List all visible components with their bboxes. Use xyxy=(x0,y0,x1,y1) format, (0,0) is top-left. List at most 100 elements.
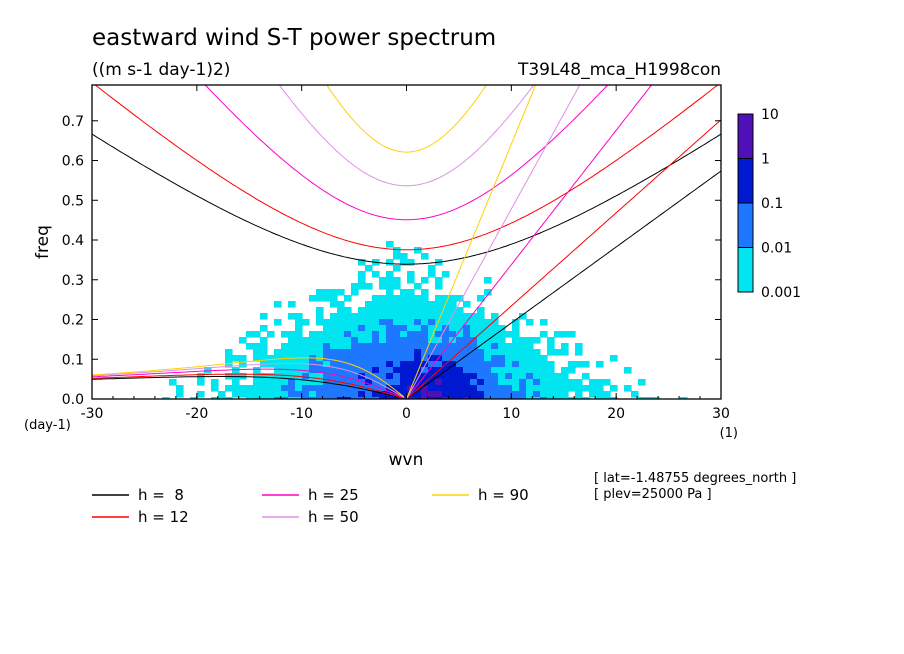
heatmap-cell xyxy=(358,319,366,326)
heatmap-cell xyxy=(204,367,212,374)
heatmap-cell xyxy=(295,343,303,350)
heatmap-cell xyxy=(596,391,604,398)
heatmap-cell xyxy=(484,349,492,356)
heatmap-cell xyxy=(470,391,478,398)
heatmap-cell xyxy=(582,373,590,380)
heatmap-cell xyxy=(288,385,296,392)
heatmap-cell xyxy=(428,379,436,386)
heatmap-cell xyxy=(344,313,352,320)
heatmap-cell xyxy=(589,391,597,398)
heatmap-cell xyxy=(316,289,324,296)
heatmap-cell xyxy=(533,379,541,386)
heatmap-cell xyxy=(337,349,345,356)
heatmap-cell xyxy=(456,355,464,362)
heatmap-cell xyxy=(547,397,555,399)
gravity-curve-h8 xyxy=(92,133,721,265)
heatmap-cell xyxy=(456,325,464,332)
heatmap-cell xyxy=(449,349,457,356)
heatmap-cell xyxy=(379,307,387,314)
heatmap-cell xyxy=(197,379,205,386)
heatmap-cell xyxy=(428,337,436,344)
heatmap-cell xyxy=(274,319,282,326)
heatmap-cell xyxy=(526,373,534,380)
heatmap-cell xyxy=(470,373,478,380)
heatmap-cell xyxy=(302,373,310,380)
heatmap-cell xyxy=(610,385,618,392)
heatmap-cell xyxy=(330,337,338,344)
heatmap-cell xyxy=(365,313,373,320)
heatmap-cell xyxy=(400,301,408,308)
heatmap-cell xyxy=(302,349,310,356)
heatmap-cell xyxy=(253,367,261,374)
heatmap-cell xyxy=(267,379,275,386)
heatmap-cell xyxy=(274,397,282,399)
heatmap-cell xyxy=(463,355,471,362)
heatmap-cell xyxy=(274,367,282,374)
heatmap-cell xyxy=(512,379,520,386)
heatmap-cell xyxy=(526,367,534,374)
heatmap-cell xyxy=(449,313,457,320)
heatmap-cell xyxy=(246,397,254,399)
heatmap-cell xyxy=(246,385,254,392)
heatmap-cell xyxy=(274,373,282,380)
heatmap-cell xyxy=(414,379,422,386)
heatmap-cell xyxy=(435,307,443,314)
heatmap-cell xyxy=(351,385,359,392)
colorbar-label: 0.1 xyxy=(761,196,783,212)
heatmap-cell xyxy=(281,367,289,374)
heatmap-cell xyxy=(379,295,387,302)
heatmap-cell xyxy=(519,379,527,386)
heatmap-cell xyxy=(498,379,506,386)
heatmap-cell xyxy=(225,397,233,399)
heatmap-cell xyxy=(309,373,317,380)
heatmap-cell xyxy=(295,385,303,392)
chart-title: eastward wind S-T power spectrum xyxy=(92,25,496,51)
heatmap-cell xyxy=(330,289,338,296)
heatmap-cell xyxy=(603,379,611,386)
heatmap-cell xyxy=(477,307,485,314)
heatmap-cell xyxy=(421,385,429,392)
heatmap-cell xyxy=(414,343,422,350)
heatmap-cell xyxy=(498,337,506,344)
heatmap-cell xyxy=(484,385,492,392)
heatmap-cell xyxy=(330,313,338,320)
heatmap-cell xyxy=(428,361,436,368)
x-tick-label: 30 xyxy=(712,406,730,422)
heatmap-cell xyxy=(260,373,268,380)
heatmap-cell xyxy=(344,331,352,338)
heatmap-cell xyxy=(295,319,303,326)
heatmap-cell xyxy=(351,325,359,332)
heatmap-cell xyxy=(316,331,324,338)
heatmap-cell xyxy=(407,277,415,284)
heatmap-cell xyxy=(330,301,338,308)
heatmap-cell xyxy=(267,391,275,398)
x-axis-label: wvn xyxy=(389,450,424,470)
heatmap-cell xyxy=(372,331,380,338)
legend-label: h = 25 xyxy=(308,486,359,504)
heatmap-cell xyxy=(449,367,457,374)
heatmap-cell xyxy=(386,349,394,356)
heatmap-cell xyxy=(449,397,457,399)
heatmap-cell xyxy=(547,379,555,386)
heatmap-cell xyxy=(463,397,471,399)
heatmap-cell xyxy=(498,397,506,399)
heatmap-cell xyxy=(407,295,415,302)
heatmap-cell xyxy=(484,289,492,296)
colorbar: 0.001 0.01 0.1 1 10 xyxy=(737,107,801,301)
heatmap-cell xyxy=(568,361,576,368)
heatmap-cell xyxy=(323,373,331,380)
heatmap-cell xyxy=(421,349,429,356)
heatmap-cell xyxy=(393,325,401,332)
heatmap-cell xyxy=(449,325,457,332)
gravity-curve-h90 xyxy=(326,85,487,153)
heatmap-cell xyxy=(337,289,345,296)
legend: h = 8 h = 12 h = 25 h = 50 h = 90 xyxy=(92,486,529,526)
heatmap-cell xyxy=(400,373,408,380)
heatmap-cell xyxy=(505,355,513,362)
heatmap-cell xyxy=(281,373,289,380)
heatmap-cell xyxy=(358,373,366,380)
heatmap-cell xyxy=(330,379,338,386)
heatmap-cell xyxy=(288,361,296,368)
heatmap-cell xyxy=(295,325,303,332)
colorbar-label: 0.01 xyxy=(761,241,792,257)
